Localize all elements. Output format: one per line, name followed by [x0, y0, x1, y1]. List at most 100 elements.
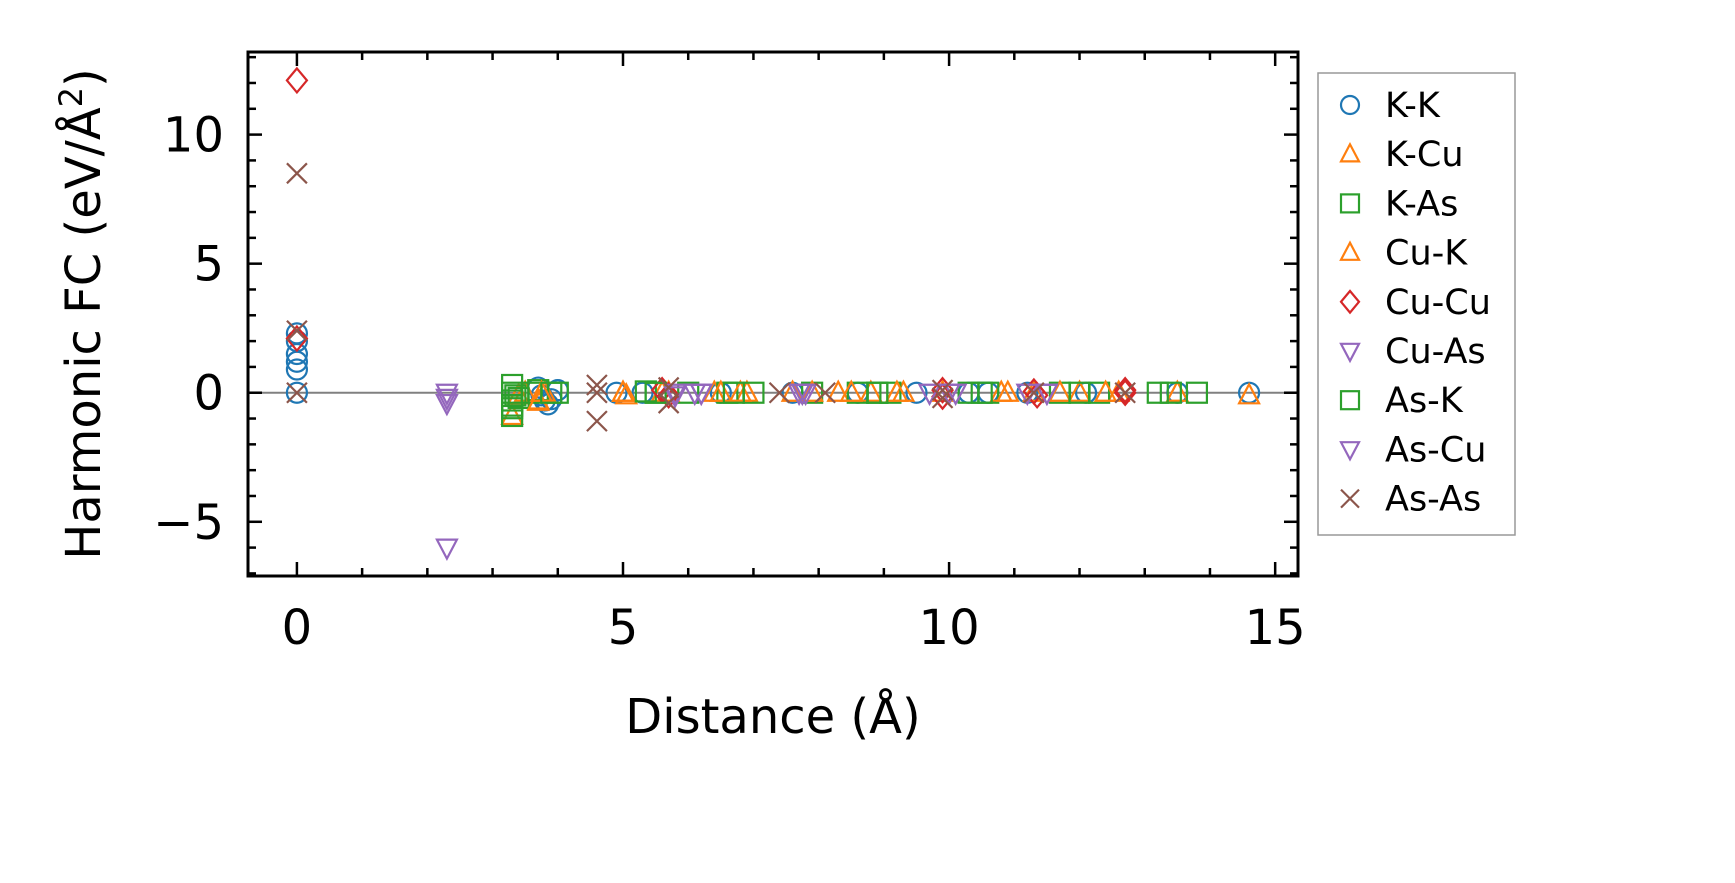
legend-item: K-Cu	[1339, 135, 1464, 175]
data-point	[614, 381, 639, 405]
data-point	[970, 381, 993, 404]
data-point	[931, 387, 954, 409]
data-point	[504, 384, 527, 407]
data-point	[644, 381, 667, 404]
data-point	[435, 388, 459, 412]
data-point	[780, 379, 805, 402]
data-point	[790, 383, 815, 407]
legend-label: As-K	[1385, 381, 1464, 421]
series-Cu-Cu	[285, 66, 1137, 411]
data-point	[839, 379, 864, 402]
data-point	[285, 358, 309, 381]
data-point	[1185, 381, 1209, 404]
legend-marker	[1339, 240, 1361, 261]
legend-label: As-As	[1385, 480, 1481, 520]
x-tick-label: 5	[608, 600, 639, 656]
data-point	[1048, 379, 1072, 402]
data-point	[286, 162, 308, 185]
plot-area	[248, 66, 1298, 561]
y-axis-label: Harmonic FC (eV/Å2)	[52, 68, 112, 560]
x-tick-label: 10	[919, 600, 980, 656]
y-tick-label: 5	[193, 237, 224, 293]
data-point	[1237, 381, 1261, 405]
data-point	[285, 342, 309, 366]
legend: K-K K-Cu K-As Cu-K Cu-Cu Cu-As As-K As-Cu As-As	[1317, 72, 1516, 536]
data-point	[285, 381, 309, 404]
legend-marker	[1340, 488, 1360, 509]
data-point	[1023, 381, 1045, 404]
data-point	[1113, 379, 1137, 407]
data-point	[286, 320, 308, 342]
data-point	[1035, 383, 1059, 407]
data-point	[722, 381, 745, 404]
legend-item: As-K	[1339, 381, 1464, 421]
data-point	[286, 381, 308, 404]
legend-item: As-Cu	[1339, 430, 1486, 470]
data-point	[931, 379, 954, 401]
data-point	[1022, 379, 1046, 402]
axes: 0 5 10 15 −5 0 5 10 Distance (Å) Harmonic FC (e…	[52, 50, 1306, 745]
data-point	[1068, 381, 1091, 404]
legend-label: Cu-Cu	[1385, 283, 1491, 323]
data-point	[931, 376, 954, 404]
x-axis-label: Distance (Å)	[625, 688, 920, 745]
data-point	[905, 381, 928, 404]
legend-label: Cu-K	[1385, 234, 1468, 274]
data-point	[663, 386, 687, 409]
data-point	[859, 379, 883, 402]
data-point	[768, 381, 791, 404]
y-tick-label: 0	[193, 366, 224, 422]
data-point	[500, 402, 524, 426]
legend-label: As-Cu	[1385, 430, 1486, 470]
data-point	[540, 381, 563, 404]
legend-marker	[1339, 94, 1361, 116]
y-axis-label-close: )	[56, 68, 112, 87]
data-point	[1114, 381, 1136, 404]
data-point	[800, 379, 824, 402]
legend-marker	[1339, 141, 1361, 163]
legend-item: K-As	[1339, 184, 1458, 224]
legend-item: Cu-Cu	[1339, 283, 1491, 323]
data-point	[586, 374, 608, 396]
data-point	[1146, 381, 1169, 404]
series-As-K	[501, 381, 1182, 417]
x-tick-label: 15	[1245, 600, 1306, 656]
data-point	[663, 383, 687, 407]
data-point	[586, 410, 608, 432]
data-point	[1025, 381, 1049, 410]
data-point	[709, 379, 733, 402]
y-tick-label: −5	[153, 495, 224, 551]
legend-label: K-As	[1385, 184, 1458, 224]
axes-frame	[246, 50, 1300, 578]
data-point	[586, 381, 608, 404]
series-As-As	[286, 162, 1136, 432]
legend-item: K-K	[1339, 86, 1441, 126]
data-point	[435, 393, 459, 417]
data-point	[885, 379, 909, 402]
data-point	[1093, 379, 1118, 402]
y-axis-label-main: Harmonic FC (eV/Å	[55, 107, 112, 560]
data-point	[1159, 381, 1182, 404]
legend-label: Cu-As	[1385, 332, 1486, 372]
legend-label: K-Cu	[1385, 135, 1464, 175]
data-point	[995, 379, 1020, 402]
data-point	[866, 381, 889, 404]
data-point	[1165, 379, 1190, 402]
series-As-Cu	[435, 383, 1059, 412]
y-tick-label: 10	[163, 108, 224, 164]
ticks: 0 5 10 15 −5 0 5 10	[153, 52, 1306, 656]
data-point	[657, 376, 680, 399]
data-point	[826, 379, 851, 402]
legend-label: K-K	[1385, 86, 1441, 126]
legend-marker	[1339, 441, 1361, 462]
legend-item: As-As	[1340, 480, 1481, 520]
legend-marker	[1339, 289, 1361, 315]
data-point	[728, 379, 753, 402]
data-point	[657, 381, 681, 410]
data-point	[285, 66, 309, 95]
y-axis-label-superscript: 2	[52, 87, 90, 107]
data-point	[285, 324, 309, 353]
legend-item: Cu-As	[1339, 332, 1486, 372]
data-point	[435, 538, 459, 561]
